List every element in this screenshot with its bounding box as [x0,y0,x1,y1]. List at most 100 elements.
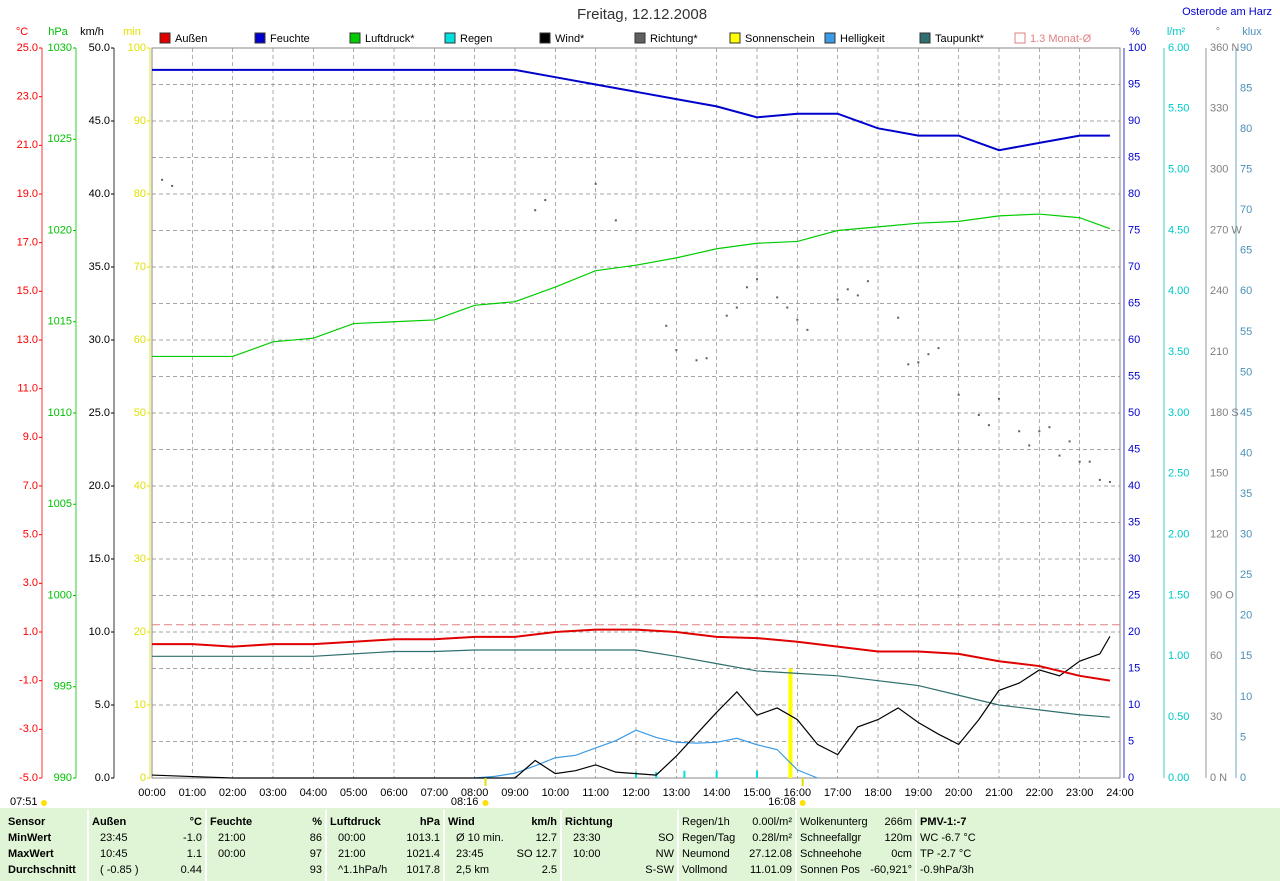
annotation: 08:16 [451,796,479,808]
y-tick-label: 35 [1128,516,1140,528]
y-tick-label: 6.00 [1168,42,1189,54]
y-tick-label: 15 [1240,650,1252,662]
table-cell: -1.0 [183,832,202,844]
sun-marker [41,800,47,806]
legend-swatch [539,32,551,44]
table-cell: 00:00 [218,848,246,860]
y-tick-label: 270 W [1210,224,1242,236]
legend-swatch [919,32,931,44]
axis-unit: % [1130,26,1140,38]
y-tick-label: 4.50 [1168,224,1189,236]
y-tick-label: 45 [1128,443,1140,455]
point [1088,460,1091,463]
table-cell: 27.12.08 [749,848,792,860]
y-tick-label: 60 [1210,650,1222,662]
point [987,424,990,427]
annotation: 07:51 [10,796,38,808]
bar [756,770,758,778]
series-line [152,213,1111,358]
point [594,182,597,185]
legend-label: Helligkeit [840,33,885,45]
table-cell: 10:45 [100,848,128,860]
table-cell: Sonnen Pos [800,864,860,876]
point [705,357,708,360]
x-tick-label: 00:00 [138,787,166,799]
point [1058,454,1061,457]
point [1068,440,1071,443]
y-tick-label: 80 [134,188,146,200]
table-header: Luftdruck [330,816,382,828]
point [1028,444,1031,447]
table-cell: 0.00l/m² [752,816,792,828]
point [725,314,728,317]
legend-label: Taupunkt* [935,33,985,45]
point [937,347,940,350]
y-tick-label: 70 [134,261,146,273]
table-cell: 23:30 [573,832,601,844]
legend-label: Außen [175,33,207,45]
y-tick-label: 0 N [1210,772,1227,784]
y-tick-label: 0.50 [1168,711,1189,723]
point [675,349,678,352]
series-line [474,729,818,779]
y-tick-label: 70 [1240,204,1252,216]
table-header: PMV-1:-7 [920,816,966,828]
stats-background [0,808,1280,881]
y-tick-label: 1000 [48,589,72,601]
y-tick-label: 100 [128,42,146,54]
legend-swatch [729,32,741,44]
table-cell: 10:00 [573,848,601,860]
y-tick-label: 0.0 [95,772,110,784]
chart-title: Freitag, 12.12.2008 [577,6,707,23]
x-tick-label: 07:00 [421,787,449,799]
point [977,414,980,417]
point [171,184,174,187]
y-tick-label: 100 [1128,42,1146,54]
table-cell: Ø 10 min. [456,832,504,844]
y-tick-label: 0 [140,772,146,784]
point [836,298,839,301]
table-cell: 266m [884,816,912,828]
table-cell: 0.44 [181,864,202,876]
point [927,353,930,356]
y-tick-label: 25.0 [17,42,38,54]
point [665,324,668,327]
y-tick-label: 2.00 [1168,529,1189,541]
x-tick-label: 14:00 [703,787,731,799]
x-tick-label: 08:00 [461,787,489,799]
y-tick-label: 1010 [48,407,72,419]
x-tick-label: 21:00 [985,787,1013,799]
table-cell: 1.1 [187,848,202,860]
y-tick-label: 60 [1128,334,1140,346]
table-cell: MinWert [8,832,52,844]
table-header: Sensor [8,816,46,828]
x-tick-label: 09:00 [501,787,529,799]
y-tick-label: 75 [1240,164,1252,176]
y-tick-label: 1.00 [1168,650,1189,662]
y-tick-label: 3.0 [23,577,38,589]
table-cell: Vollmond [682,864,727,876]
y-tick-label: 21.0 [17,139,38,151]
y-tick-label: 5.50 [1168,103,1189,115]
y-tick-label: 5.0 [95,699,110,711]
y-tick-label: 30 [1128,553,1140,565]
x-tick-label: 01:00 [179,787,207,799]
y-tick-label: 35.0 [89,261,110,273]
y-tick-label: 2.50 [1168,468,1189,480]
y-tick-label: 20 [1240,610,1252,622]
table-cell: 23:45 [100,832,128,844]
point [1018,430,1021,433]
y-tick-label: 20 [134,626,146,638]
y-tick-label: 5.0 [23,529,38,541]
y-tick-label: 75 [1128,224,1140,236]
point [1108,480,1111,483]
y-tick-label: 25 [1128,589,1140,601]
y-tick-label: 95 [1128,78,1140,90]
legend-label: 1.3 Monat-Ø [1030,33,1092,45]
y-tick-label: 1005 [48,498,72,510]
point [544,199,547,202]
table-cell: 1017.8 [406,864,440,876]
y-tick-label: 15.0 [17,285,38,297]
point [998,397,1000,400]
